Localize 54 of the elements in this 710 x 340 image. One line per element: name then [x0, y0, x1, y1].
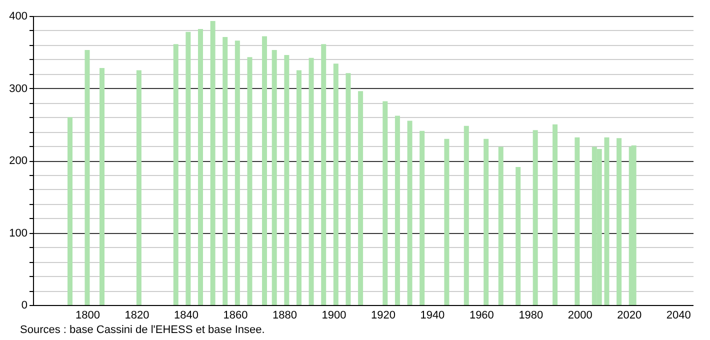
- bar: [382, 101, 388, 305]
- bar: [484, 138, 489, 305]
- bar: [604, 137, 610, 305]
- y-tick-label: 0: [21, 300, 28, 312]
- x-tick-label: 1800: [76, 310, 100, 322]
- bar: [173, 44, 178, 305]
- bar: [552, 124, 558, 305]
- bar: [100, 68, 105, 305]
- bar: [234, 40, 240, 305]
- x-tick-label: 1900: [322, 310, 346, 322]
- bar: [333, 64, 338, 305]
- bar: [407, 120, 412, 305]
- x-tick-label: 2000: [568, 310, 592, 322]
- bar: [262, 36, 268, 305]
- y-tick-label: 200: [9, 155, 28, 167]
- bar: [346, 73, 351, 305]
- x-tick-label: 1960: [469, 310, 494, 322]
- bar: [284, 55, 290, 305]
- bar: [84, 50, 90, 305]
- x-tick-label: 1940: [420, 310, 445, 322]
- bar: [444, 138, 450, 305]
- bar: [358, 91, 364, 305]
- bar: [516, 167, 521, 305]
- bar: [296, 70, 302, 305]
- bar: [394, 116, 400, 305]
- bar: [574, 137, 580, 305]
- bar: [247, 57, 252, 305]
- y-tick-label: 100: [9, 227, 28, 240]
- y-tick-label: 400: [9, 10, 28, 22]
- bar: [631, 145, 636, 305]
- bar: [198, 29, 203, 305]
- bar: [498, 146, 504, 305]
- x-tick-label: 1860: [223, 310, 248, 322]
- y-tick-label: 300: [9, 82, 28, 95]
- x-tick-label: 2040: [666, 310, 691, 322]
- bar: [68, 117, 73, 305]
- x-tick-label: 1820: [124, 310, 150, 322]
- bar: [464, 126, 469, 305]
- bar: [210, 21, 216, 305]
- x-tick-label: 2020: [617, 310, 642, 322]
- bar: [532, 130, 538, 305]
- x-tick-label: 1920: [370, 310, 396, 322]
- bar: [136, 70, 142, 305]
- x-tick-label: 1980: [518, 310, 544, 322]
- bar: [272, 50, 277, 305]
- bar: [186, 32, 191, 305]
- x-tick-label: 1880: [272, 310, 297, 322]
- bar: [308, 58, 314, 305]
- bar: [321, 44, 326, 305]
- bar: [616, 138, 622, 305]
- bar: [420, 130, 425, 305]
- source-note: Sources : base Cassini de l'EHESS et base Insee.: [20, 324, 266, 336]
- bar: [222, 36, 228, 305]
- x-tick-label: 1840: [174, 310, 198, 322]
